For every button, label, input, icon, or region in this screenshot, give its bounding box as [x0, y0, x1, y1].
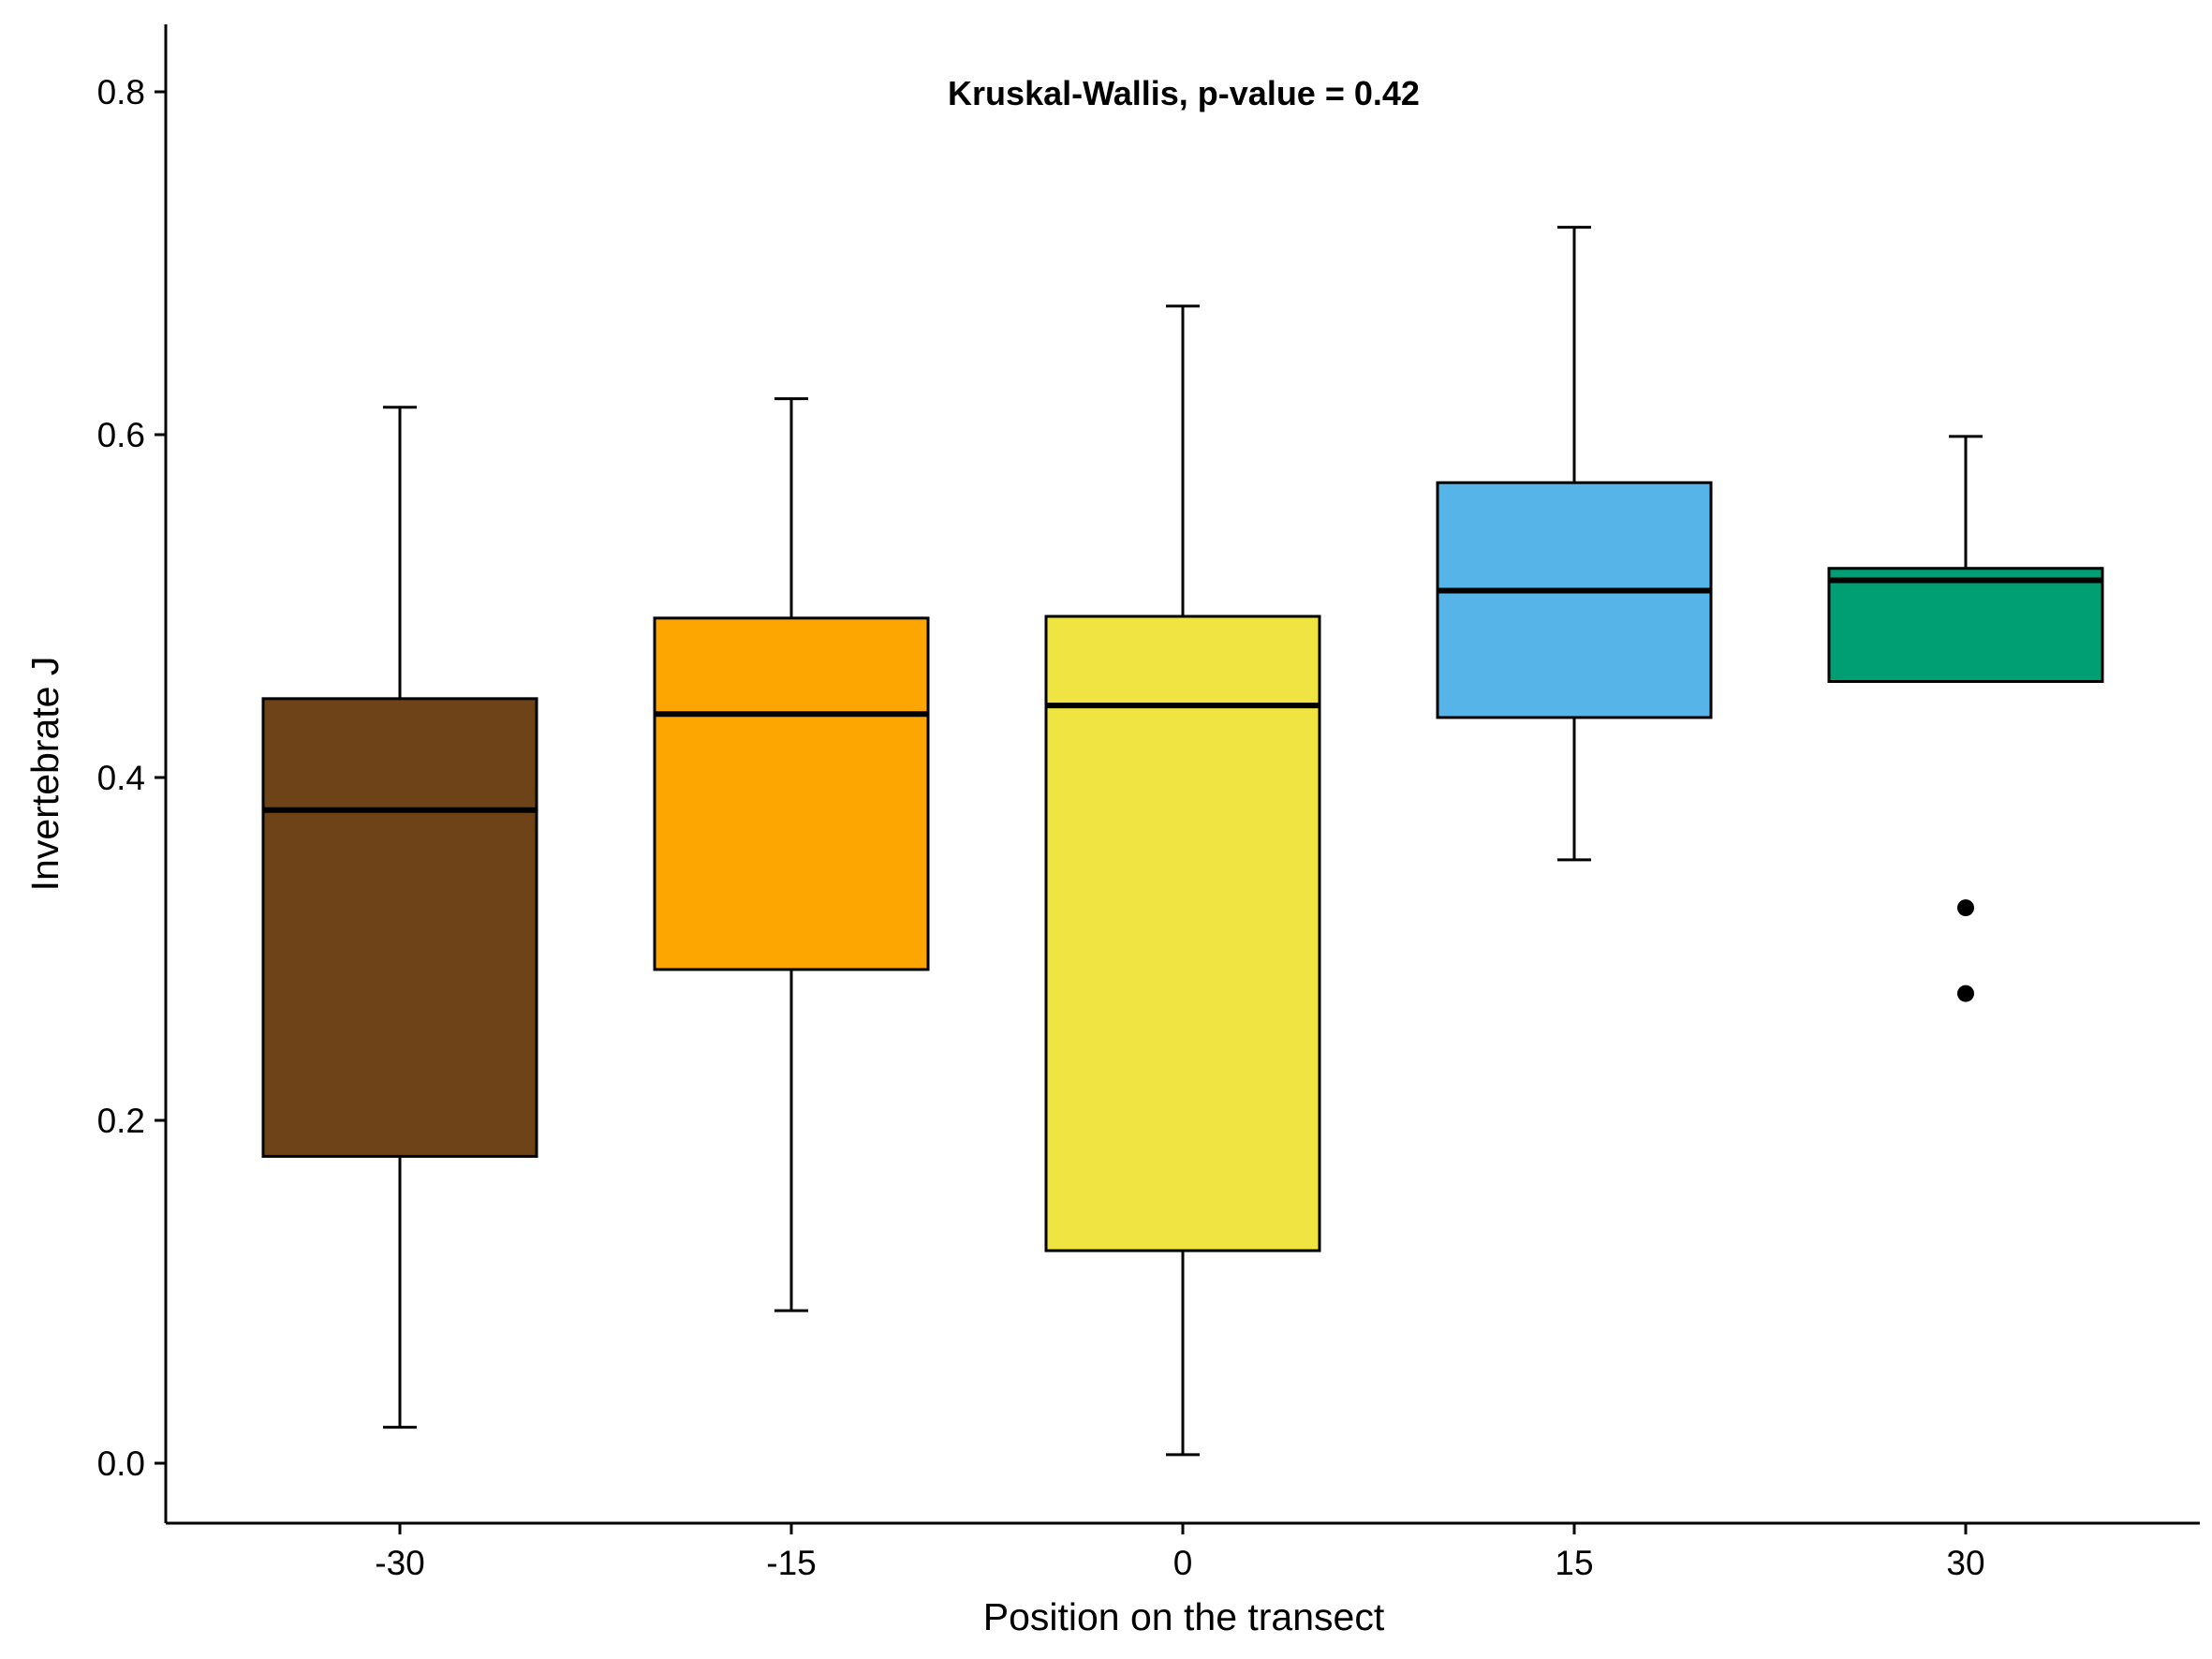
- x-tick-label: -30: [375, 1544, 424, 1582]
- y-tick-label: 0.4: [97, 759, 145, 797]
- box-group: [653, 397, 930, 1312]
- y-axis-title: Invertebrate J: [23, 657, 66, 892]
- box-iqr: [653, 616, 930, 971]
- box-iqr: [261, 697, 538, 1158]
- box-iqr: [1827, 567, 2104, 684]
- box-group: [1044, 304, 1321, 1457]
- outlier-point: [1957, 899, 1974, 917]
- x-axis-title: Position on the transect: [983, 1595, 1385, 1638]
- y-tick-label: 0.6: [97, 416, 145, 454]
- outlier-point: [1957, 985, 1974, 1002]
- x-ticks: -30 -15 0 15 30: [375, 1523, 1985, 1582]
- y-tick-label: 0.2: [97, 1102, 145, 1140]
- chart-annotation: Kruskal-Wallis, p-value = 0.42: [948, 74, 1420, 112]
- x-tick-label: -15: [766, 1544, 816, 1582]
- x-tick-label: 0: [1173, 1544, 1193, 1582]
- box-group: [1827, 435, 2104, 1002]
- box-iqr: [1044, 615, 1321, 1252]
- y-tick-label: 0.8: [97, 73, 145, 111]
- x-tick-label: 15: [1555, 1544, 1593, 1582]
- box-group: [261, 406, 538, 1429]
- x-tick-label: 30: [1946, 1544, 1984, 1582]
- box-group: [1436, 226, 1713, 862]
- boxes-layer: [261, 226, 2104, 1457]
- y-ticks: 0.0 0.2 0.4 0.6 0.8: [97, 73, 166, 1483]
- box-iqr: [1436, 481, 1713, 719]
- y-tick-label: 0.0: [97, 1444, 145, 1483]
